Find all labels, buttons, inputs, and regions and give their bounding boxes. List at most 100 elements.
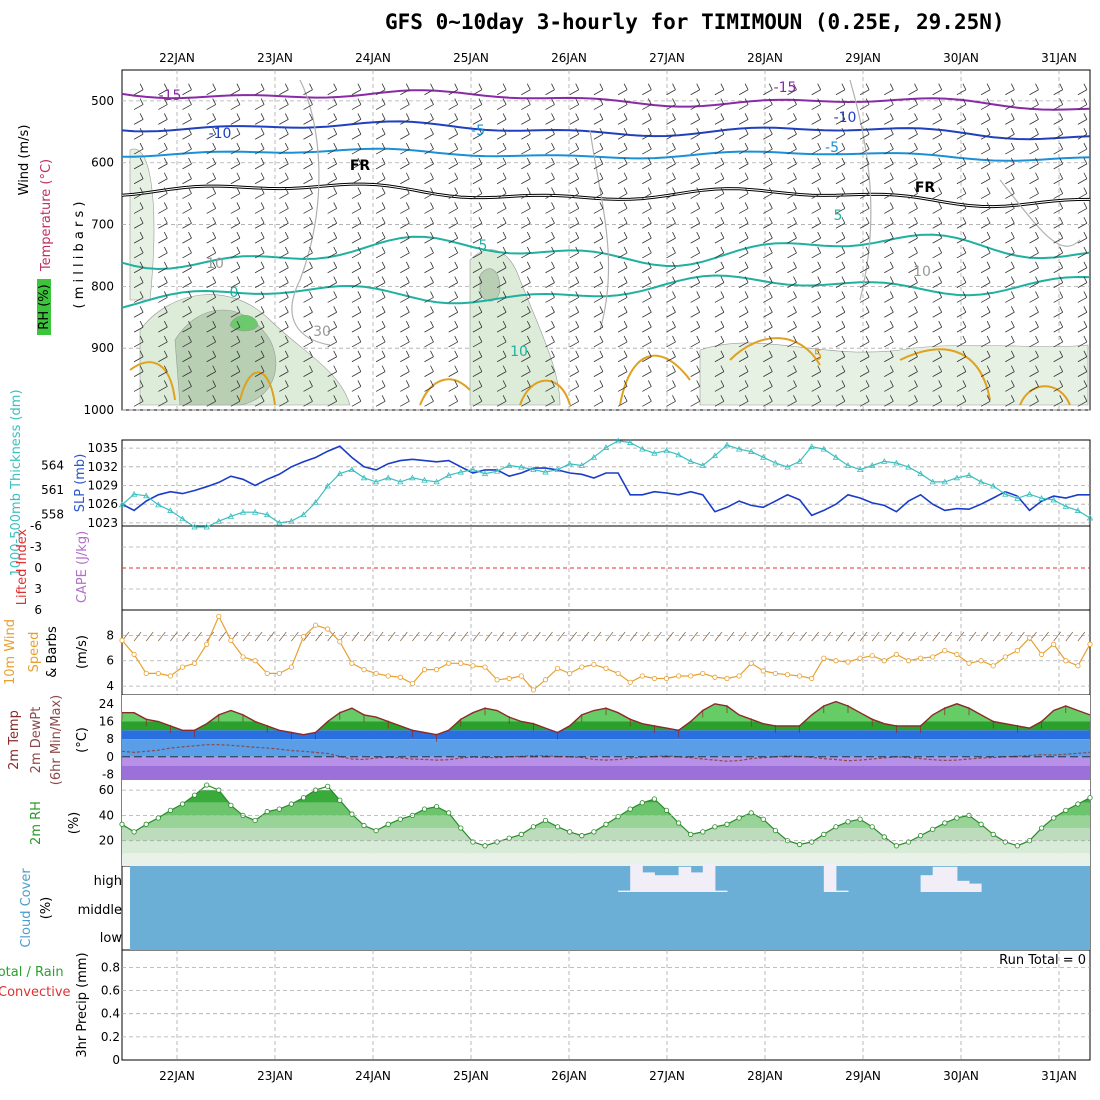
barb-shaft [956,104,967,110]
wind-barb [206,231,217,244]
barb-feather [357,217,362,224]
rh-marker [554,824,561,830]
barb-shaft [811,267,821,274]
wind-barb [593,83,604,96]
wind-barb [617,231,628,244]
wind-barb [642,187,652,199]
barb-feather [1010,335,1015,343]
surface-wind-barb [678,631,686,642]
barb-feather [793,128,797,135]
wind-barb [642,261,652,274]
wind-barb [1029,350,1039,363]
thickness-marker [433,478,440,485]
barb-shaft [327,371,337,377]
barb-shaft [787,163,797,170]
wind-barb [811,320,822,333]
surface-wind-barb [617,631,626,642]
barb-shaft [1029,104,1039,110]
barb-feather [841,306,846,313]
barb-feather [405,98,410,105]
wind-barb [884,172,894,185]
barb-feather [405,261,410,268]
barb-shaft [1053,356,1063,363]
barb-shaft [521,89,531,96]
barb-shaft [1005,104,1015,110]
barb-shaft [327,222,337,229]
rh-ylabel: 2m RH [29,801,44,845]
barb-feather [768,98,773,105]
cape-ylabel: CAPE (J/kg) [75,531,90,603]
wind-barb [303,172,313,185]
wind-barb [738,306,749,318]
barb-shaft [569,119,579,125]
wind-barb [327,395,338,407]
thickness-marker [239,508,247,515]
barb-shaft [932,163,942,170]
wind-barb [158,231,168,244]
barb-feather [212,83,217,90]
surface-wind-barb [436,631,444,642]
wind-barb [230,83,241,96]
rh-marker [228,802,234,808]
barb-shaft [738,267,749,274]
barb-feather [357,128,362,135]
wind-barb [230,231,241,244]
wind-barb [1005,276,1015,288]
barb-shaft [158,267,168,274]
wind-barb [956,350,967,363]
wind-barb [811,202,822,214]
barb-feather [309,276,313,283]
wind-barb [182,98,192,110]
wind-speed-marker [591,661,597,668]
thickness-marker [1062,503,1069,509]
wind-barb [714,128,725,140]
wind-barb [303,231,313,244]
temperature-axis-label: Temperature (°C) [39,159,54,272]
wind-barb [1077,128,1088,140]
barb-feather [914,276,918,283]
barb-shaft [642,371,652,377]
barb-feather [793,231,797,239]
barb-shaft [400,222,410,229]
rh-marker [361,822,367,829]
barb-shaft [666,267,676,274]
wind-barb [980,202,991,214]
surface-wind-barb [932,631,940,642]
barb-feather [720,202,725,209]
barb-shaft [327,89,337,96]
barb-shaft [714,371,725,377]
barb-shaft [279,282,289,288]
barb-feather [405,395,410,402]
wind-barb [593,335,604,348]
wind-speed-marker [772,670,779,677]
precip-tick-label: 0.4 [101,1007,120,1021]
barb-shaft [1005,267,1015,274]
wind-barb [1029,261,1039,274]
barb-shaft [1005,208,1015,214]
wind-barb [666,395,676,407]
barb-feather [1035,380,1039,387]
wind-barb [956,276,967,288]
barb-feather [575,113,580,120]
barb-shaft [521,311,531,318]
barb-feather [817,365,822,372]
barb-feather [1035,306,1039,313]
wind-speed-marker [216,613,222,619]
barb-shaft [496,193,507,199]
barb-shaft [617,282,628,288]
rh-marker [954,815,960,821]
wind-unit-label: (m/s) [75,635,90,669]
wind-barb [303,380,313,392]
barb-feather [236,380,241,387]
wind-barb [642,98,652,110]
barb-feather [188,320,192,328]
wind-barb [642,142,652,155]
barb-feather [817,142,822,150]
wind-barb [1005,261,1015,274]
barb-feather [139,217,144,224]
barb-feather [478,172,483,179]
upper-ylabel-rh: RH (%) [37,279,52,335]
barb-feather [188,261,192,268]
wind-barb [811,306,822,318]
wind-barb [980,83,991,96]
